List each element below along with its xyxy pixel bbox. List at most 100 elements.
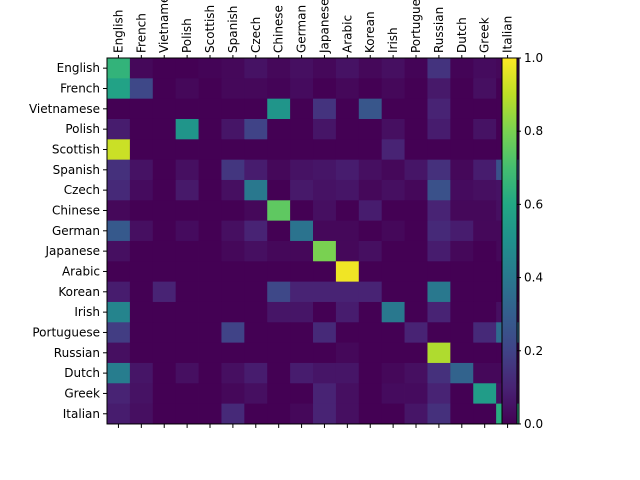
heatmap-cell <box>175 98 199 120</box>
heatmap-cell <box>358 98 383 120</box>
heatmap-cell <box>152 342 177 364</box>
heatmap-cell <box>198 301 222 323</box>
heatmap-cell <box>290 58 314 79</box>
colorbar-tick-label: 0.6 <box>524 197 543 211</box>
heatmap-cell <box>129 281 154 303</box>
heatmap-cell <box>267 383 291 405</box>
heatmap-cell <box>221 261 245 283</box>
heatmap-cell <box>381 78 405 100</box>
heatmap-cell <box>427 58 451 79</box>
heatmap-cell <box>129 383 154 405</box>
heatmap-cell <box>313 261 337 283</box>
heatmap-cell <box>473 58 497 79</box>
plot-frame <box>106 57 520 425</box>
heatmap-cell <box>381 139 405 161</box>
heatmap-cell <box>473 322 497 344</box>
heatmap-cell <box>267 322 291 344</box>
y-tick-label: English <box>57 61 100 75</box>
heatmap-cell <box>175 383 199 405</box>
heatmap-cell <box>290 179 314 201</box>
heatmap-cell <box>267 200 291 222</box>
heatmap-cell <box>404 200 428 222</box>
heatmap-cell <box>198 139 222 161</box>
heatmap-cell <box>152 403 177 425</box>
heatmap-cell <box>381 301 405 323</box>
heatmap-cell <box>175 261 199 283</box>
heatmap-cell <box>267 403 291 425</box>
y-tick-label: Japanese <box>45 244 101 258</box>
x-tick-label: Russian <box>432 7 446 53</box>
heatmap-cell <box>290 159 314 181</box>
x-tick-label: Dutch <box>455 17 469 53</box>
heatmap-cell <box>290 342 314 364</box>
colorbar-tick-label: 1.0 <box>524 51 543 65</box>
heatmap-cell <box>335 179 360 201</box>
heatmap-cell <box>358 58 383 79</box>
heatmap-cell <box>244 139 268 161</box>
heatmap-cell <box>450 362 474 384</box>
heatmap-cell <box>450 403 474 425</box>
x-tick-label: Scottish <box>203 5 217 53</box>
y-tick-label: German <box>52 224 100 238</box>
heatmap-cell <box>358 383 383 405</box>
heatmap-cell <box>404 220 428 242</box>
heatmap-cell <box>427 281 451 303</box>
heatmap-cell <box>221 118 245 140</box>
y-tick-label: Italian <box>63 407 100 421</box>
heatmap-cell <box>175 58 199 79</box>
heatmap-cell <box>404 179 428 201</box>
heatmap-cell <box>267 240 291 262</box>
heatmap-cell <box>381 200 405 222</box>
y-tick-label: Chinese <box>52 203 100 217</box>
heatmap-cell <box>381 383 405 405</box>
heatmap-cell <box>381 403 405 425</box>
heatmap-cell <box>381 261 405 283</box>
heatmap-cell <box>290 220 314 242</box>
heatmap-cell <box>267 98 291 120</box>
heatmap-cell <box>129 322 154 344</box>
heatmap-cell <box>175 322 199 344</box>
heatmap-cell <box>473 139 497 161</box>
heatmap-cell <box>473 220 497 242</box>
heatmap-cell <box>107 383 131 405</box>
heatmap-cell <box>221 98 245 120</box>
heatmap-cell <box>381 159 405 181</box>
heatmap-cell <box>427 179 451 201</box>
heatmap-cell <box>450 118 474 140</box>
heatmap-cell <box>244 281 268 303</box>
heatmap-cell <box>358 261 383 283</box>
heatmap-cell <box>152 383 177 405</box>
heatmap-cell <box>221 159 245 181</box>
heatmap-cell <box>450 139 474 161</box>
y-tick-label: Dutch <box>64 366 100 380</box>
heatmap-cell <box>313 58 337 79</box>
heatmap-cell <box>427 322 451 344</box>
heatmap-cell <box>313 139 337 161</box>
heatmap-cell <box>404 139 428 161</box>
heatmap-cell <box>290 139 314 161</box>
heatmap-cell <box>175 179 199 201</box>
heatmap-cell <box>404 362 428 384</box>
heatmap-cell <box>290 78 314 100</box>
heatmap-cell <box>129 118 154 140</box>
heatmap-cell <box>450 342 474 364</box>
heatmap-cell <box>129 403 154 425</box>
heatmap-cell <box>221 58 245 79</box>
heatmap-cell <box>335 301 360 323</box>
heatmap-cell <box>313 179 337 201</box>
heatmap-cell <box>244 98 268 120</box>
y-tick-label: Russian <box>54 346 100 360</box>
heatmap-cell <box>358 200 383 222</box>
heatmap-cell <box>358 403 383 425</box>
heatmap-cell <box>129 159 154 181</box>
heatmap-cell <box>450 179 474 201</box>
heatmap-cell <box>473 159 497 181</box>
heatmap-cell <box>404 403 428 425</box>
heatmap-cell <box>267 179 291 201</box>
heatmap-cell <box>290 240 314 262</box>
x-tick-label: Japanese <box>317 0 331 54</box>
x-tick-label: Italian <box>501 16 515 53</box>
heatmap-cell <box>381 58 405 79</box>
heatmap-cell <box>152 240 177 262</box>
